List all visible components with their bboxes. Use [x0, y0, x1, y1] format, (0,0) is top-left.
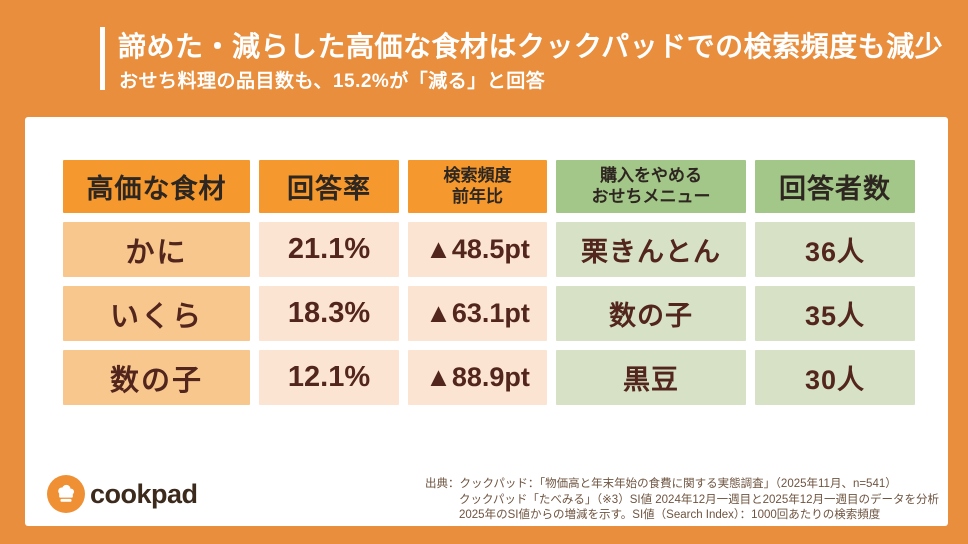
page-title: 諦めた・減らした高価な食材はクックパッドでの検索頻度も減少: [118, 31, 944, 62]
source-citation: 出典：クックパッド：「物価高と年末年始の食費に関する実態調査」（2025年11月…: [425, 477, 943, 524]
cookpad-logo-text: cookpad: [90, 478, 198, 509]
cell-search-change: ▲63.1pt: [408, 286, 547, 341]
page-subtitle: おせち料理の品目数も、15.2%が「減る」と回答: [119, 71, 546, 92]
column-header-search-line2: 前年比: [452, 186, 503, 206]
column-header-ingredient: 高価な食材: [63, 160, 250, 213]
column-header-menu: 購入をやめる おせちメニュー: [556, 160, 746, 213]
cell-respondents: 30人: [755, 350, 915, 405]
source-line-2: クックパッド「たべみる」（※3）SI値 2024年12月一週目と2025年12月…: [459, 493, 940, 506]
cell-respondents: 36人: [755, 222, 915, 277]
column-header-menu-line1: 購入をやめる: [600, 166, 702, 186]
cell-menu: 栗きんとん: [556, 222, 746, 277]
source-line-1: 出典：クックパッド：「物価高と年末年始の食費に関する実態調査」（2025年11月…: [425, 478, 897, 490]
cookpad-logo: cookpad: [47, 475, 198, 513]
title-accent-bar: [100, 27, 105, 90]
column-header-respondents: 回答者数: [755, 160, 915, 213]
cell-ingredient: かに: [63, 222, 250, 277]
content-card: 高価な食材 回答率 検索頻度 前年比 購入をやめる おせちメニュー 回答者数 か…: [25, 117, 948, 526]
cookpad-logo-circle: [47, 475, 85, 513]
cell-rate: 21.1%: [259, 222, 399, 277]
cell-search-change: ▲48.5pt: [408, 222, 547, 277]
cell-search-change: ▲88.9pt: [408, 350, 547, 405]
data-table: 高価な食材 回答率 検索頻度 前年比 購入をやめる おせちメニュー 回答者数 か…: [63, 160, 915, 405]
column-header-search-change: 検索頻度 前年比: [408, 160, 547, 213]
column-header-search-line1: 検索頻度: [443, 166, 512, 186]
cell-menu: 数の子: [556, 286, 746, 341]
column-header-rate: 回答率: [259, 160, 399, 213]
chef-hat-icon: [58, 484, 74, 502]
column-header-menu-line2: おせちメニュー: [591, 186, 711, 206]
source-line-3: 2025年のSI値からの増減を示す。SI値（Search Index）：1000…: [459, 509, 881, 521]
cell-menu: 黒豆: [556, 350, 746, 405]
cell-respondents: 35人: [755, 286, 915, 341]
cell-ingredient: いくら: [63, 286, 250, 341]
cell-ingredient: 数の子: [63, 350, 250, 405]
cell-rate: 18.3%: [259, 286, 399, 341]
cell-rate: 12.1%: [259, 350, 399, 405]
